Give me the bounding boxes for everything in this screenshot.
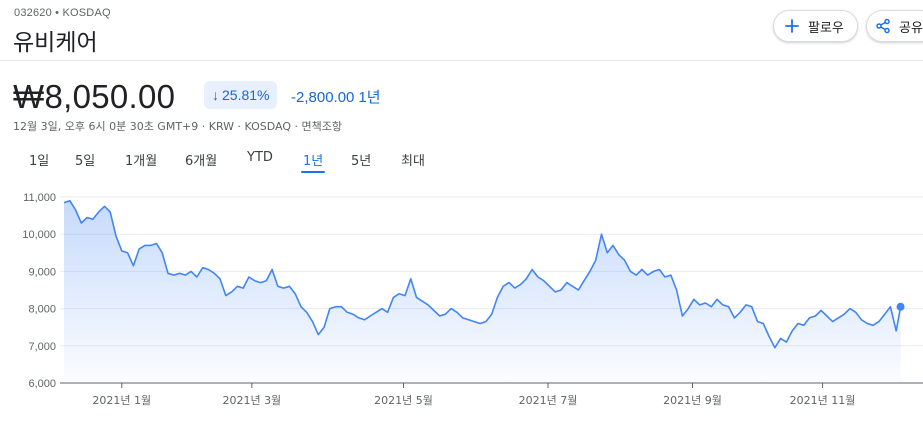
tab-5d[interactable]: 5일	[75, 154, 96, 169]
tab-max[interactable]: 최대	[401, 154, 425, 169]
x-tick-label: 2021년 9월	[663, 394, 722, 407]
follow-label: 팔로우	[808, 20, 844, 36]
current-price: ₩8,050.00	[13, 78, 176, 115]
tab-6m[interactable]: 6개월	[185, 154, 218, 169]
x-tick-label: 2021년 5월	[374, 394, 433, 407]
change-percent: 25.81%	[222, 87, 270, 103]
change-period: 1년	[358, 89, 381, 106]
plus-icon	[784, 18, 800, 34]
share-button[interactable]: 공유	[866, 10, 923, 42]
y-tick-label: 10,000	[22, 229, 56, 241]
follow-button[interactable]: 팔로우	[773, 10, 858, 42]
tab-1m[interactable]: 1개월	[125, 154, 158, 169]
y-tick-label: 11,000	[23, 192, 56, 204]
y-tick-label: 9,000	[28, 266, 56, 278]
y-tick-label: 6,000	[28, 378, 56, 390]
change-summary: -2,800.00 1년	[291, 86, 381, 107]
price-chart[interactable]: 11,000 10,000 9,000 8,000 7,000 6,000 2021년 1…	[0, 180, 923, 440]
stock-name: 유비케어	[13, 30, 98, 56]
tab-ytd[interactable]: YTD	[247, 150, 273, 165]
header-divider	[0, 60, 923, 61]
tab-1d[interactable]: 1일	[29, 154, 50, 169]
last-price-dot	[896, 302, 905, 311]
arrow-down-icon: ↓	[212, 87, 219, 103]
price-line	[63, 199, 902, 349]
price-area	[64, 200, 901, 383]
tab-5y[interactable]: 5년	[351, 154, 372, 169]
tab-1y[interactable]: 1년	[300, 150, 326, 173]
y-tick-label: 7,000	[28, 341, 56, 353]
x-axis-ticks: 2021년 1월 2021년 3월 2021년 5월 2021년 7월 2021년 9월…	[92, 383, 855, 407]
share-icon	[875, 18, 891, 34]
change-value: -2,800.00	[291, 89, 355, 106]
y-tick-label: 8,000	[28, 304, 56, 316]
x-tick-label: 2021년 7월	[519, 394, 578, 407]
share-label: 공유	[899, 20, 923, 36]
quote-meta: 12월 3일, 오후 6시 0분 30초 GMT+9 · KRW · KOSDA…	[13, 120, 343, 133]
x-tick-label: 2021년 11월	[790, 394, 856, 407]
x-tick-label: 2021년 1월	[92, 394, 151, 407]
change-percent-chip: ↓ 25.81%	[204, 81, 278, 109]
ticker-exchange: 032620 • KOSDAQ	[14, 7, 111, 19]
y-axis-labels: 11,000 10,000 9,000 8,000 7,000 6,000	[22, 192, 56, 390]
x-tick-label: 2021년 3월	[222, 394, 281, 407]
